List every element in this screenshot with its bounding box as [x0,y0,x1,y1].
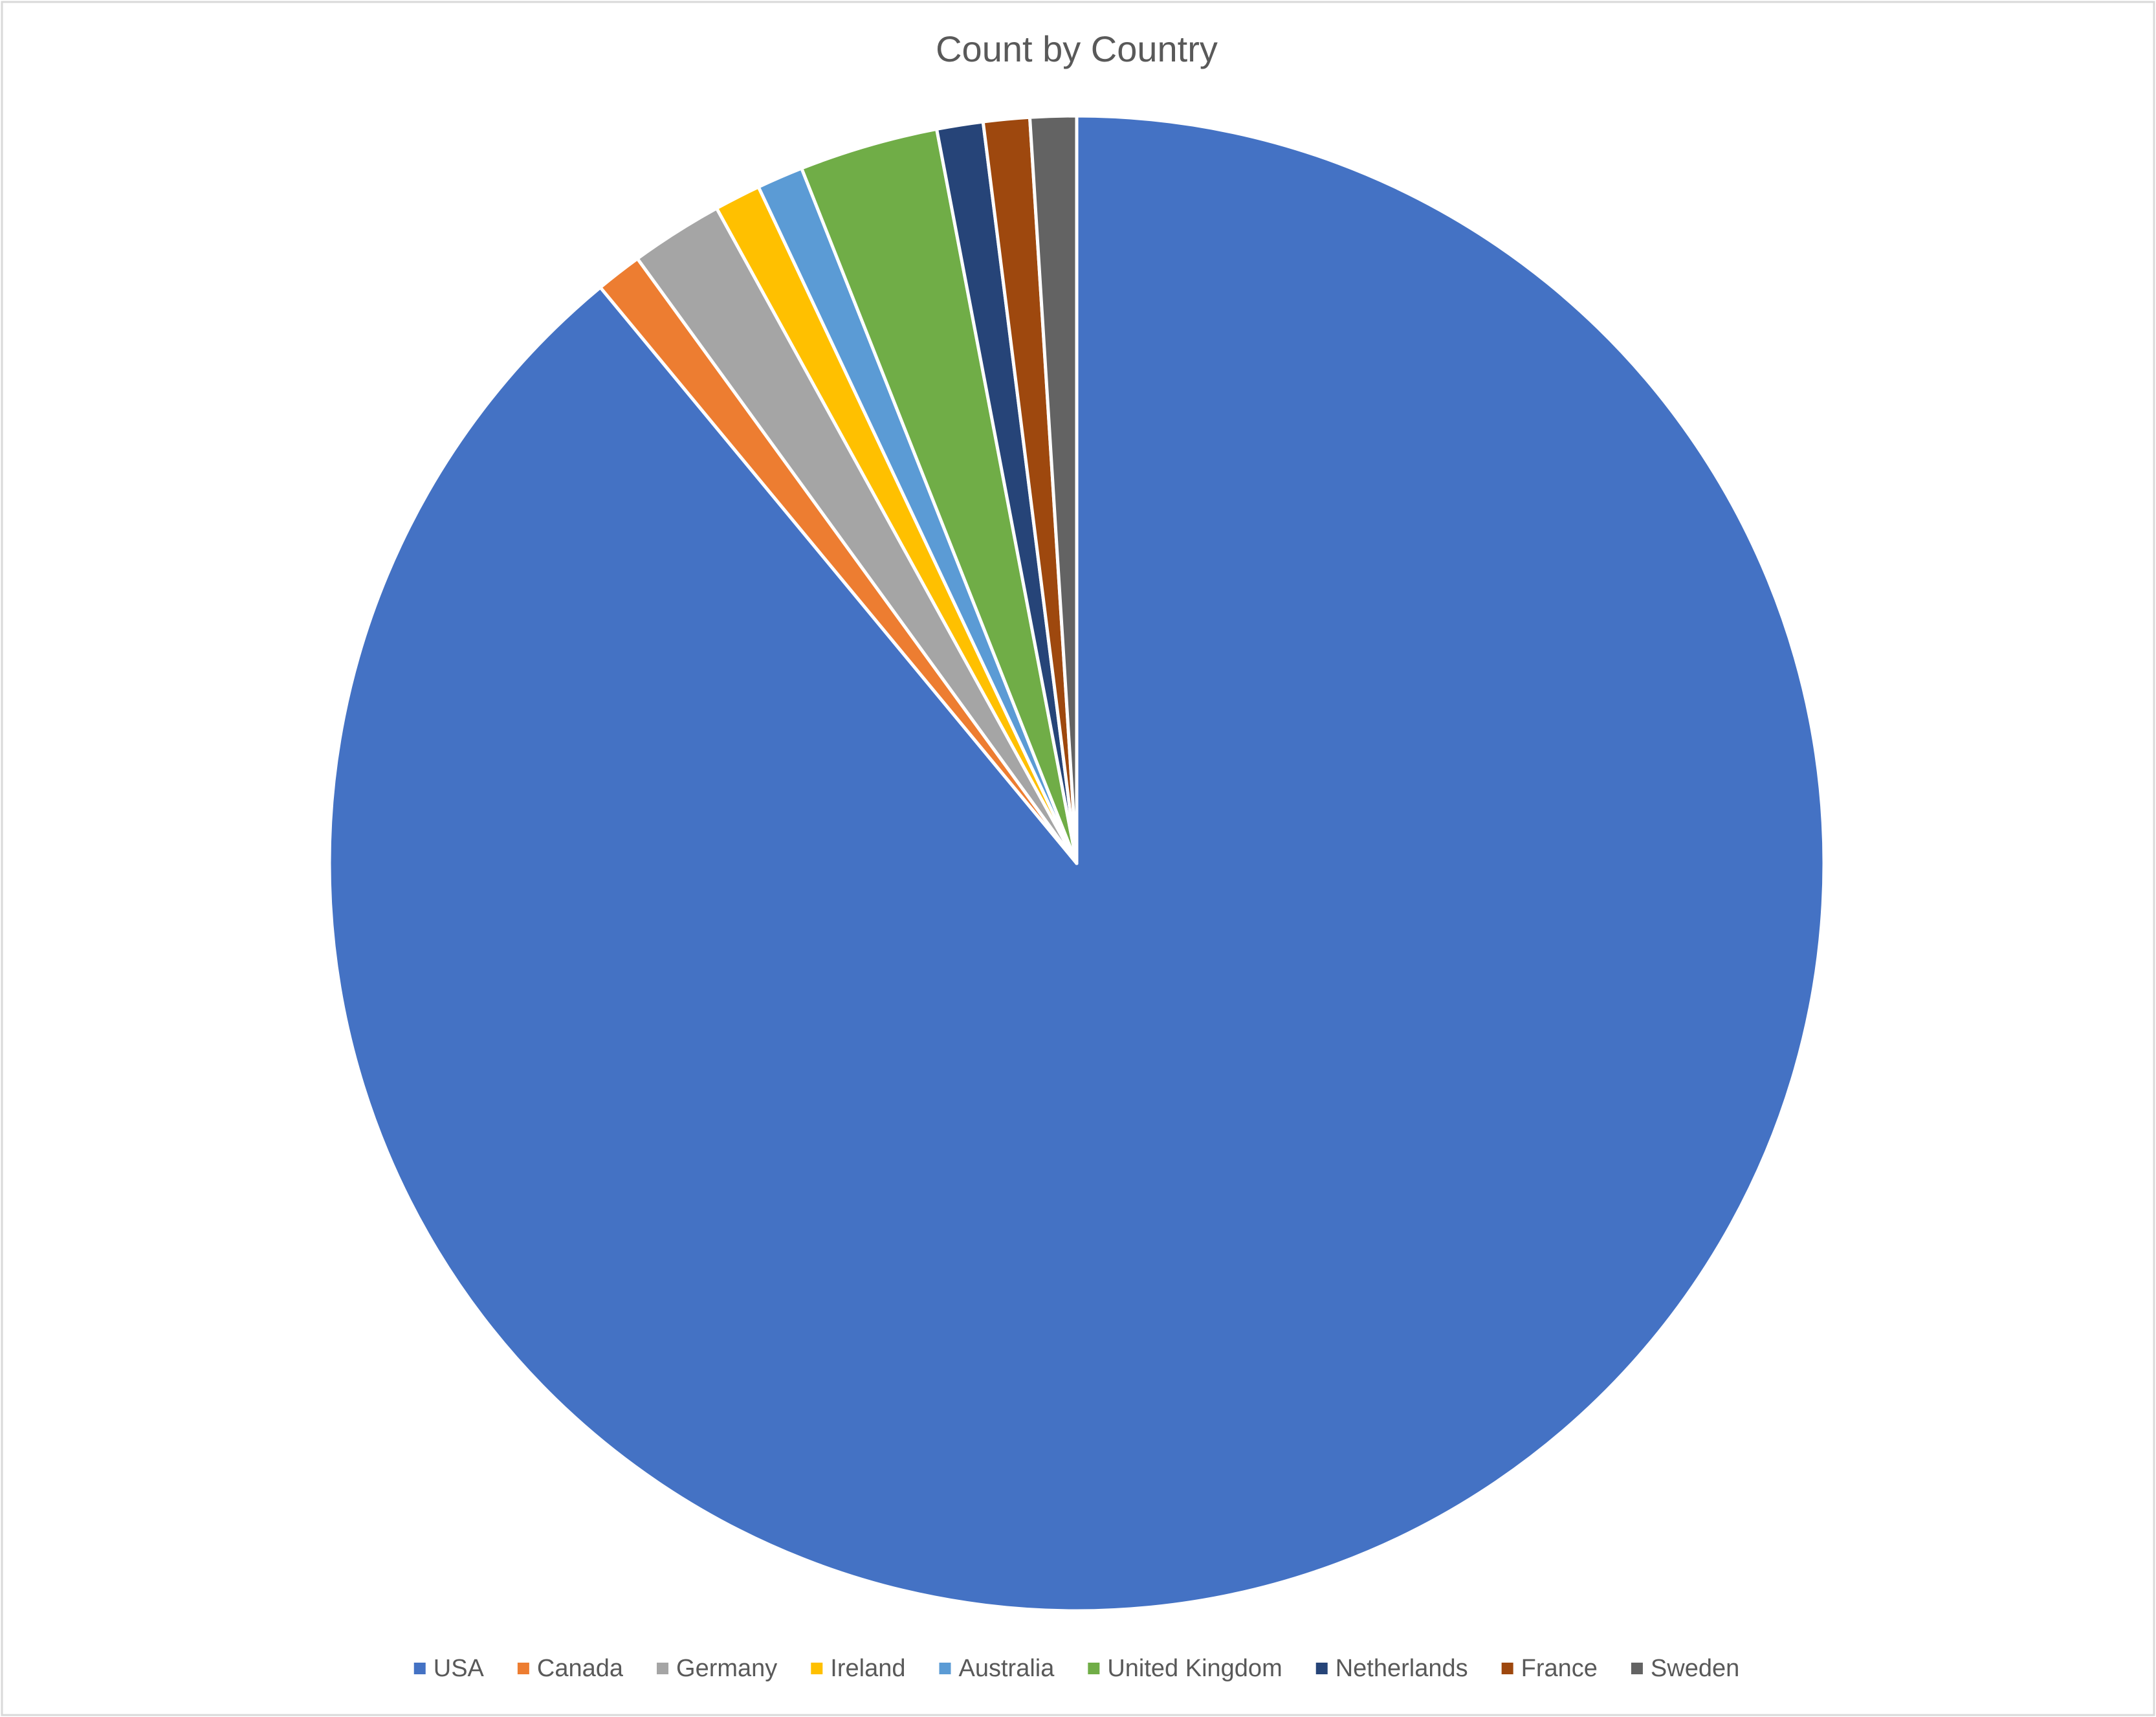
legend-marker [1631,1663,1643,1674]
legend-marker [1088,1663,1100,1674]
legend-marker [657,1663,669,1674]
legend-marker [939,1663,951,1674]
chart-title: Count by Country [936,28,1218,69]
legend-marker [517,1663,529,1674]
legend-marker [811,1663,823,1674]
legend-label: France [1521,1655,1598,1682]
legend-marker [413,1663,426,1674]
legend-label: United Kingdom [1107,1655,1282,1682]
legend-marker [1501,1663,1513,1674]
legend-label: Australia [959,1655,1055,1682]
legend-label: USA [434,1655,485,1682]
legend-label: Ireland [830,1655,905,1682]
legend-label: Germany [676,1655,777,1682]
legend-label: Netherlands [1336,1655,1468,1682]
pie-slice [1028,114,1079,865]
legend-label: Sweden [1651,1655,1739,1682]
legend-marker [1315,1663,1328,1674]
legend-label: Canada [537,1655,624,1682]
